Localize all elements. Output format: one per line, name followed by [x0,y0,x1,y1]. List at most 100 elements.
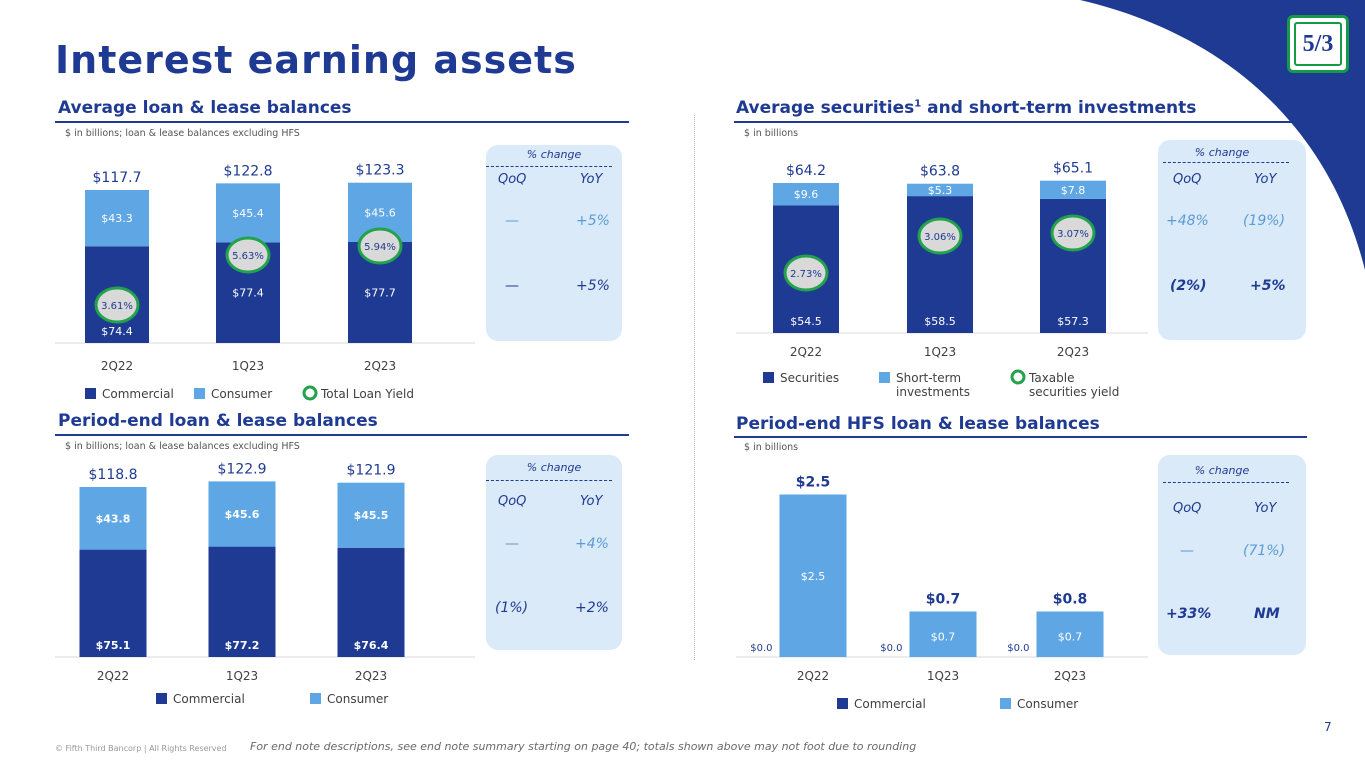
pe-loans-pct-panel [486,455,622,650]
avg-loans-pct-panel [486,145,622,341]
pe_loans-bar-consumer-1 [208,481,276,547]
avg_securities-label-s0-2: $57.3 [1057,315,1089,328]
pe-hfs-pct-dash [1163,482,1289,483]
pe-hfs-qoq-1: — [1180,543,1194,559]
avg_loans-label-s0-0: $74.4 [101,325,133,338]
pe_loans-label-s0-2: $76.4 [354,639,389,652]
pe_hfs-total-2: $0.8 [1053,592,1088,608]
avg-securities-pct-dash [1163,162,1289,163]
avg-loans-pct-title: % change [526,148,582,161]
avg_loans-bar-consumer-1 [216,183,280,243]
avg_securities-category-1: 1Q23 [924,345,956,359]
avg_securities-yield-label-1: 3.06% [924,232,956,243]
pe_hfs-bar-consumer-0 [779,494,847,657]
avg_securities-yield-marker-0 [783,254,829,292]
avg_securities-bar-short-term-investments-2 [1040,180,1106,199]
avg_loans-total-2: $123.3 [356,163,405,179]
avg_securities-label-s0-0: $54.5 [790,315,822,328]
pe_hfs-label-s0-1: $0.0 [880,643,902,654]
avg_loans-label-s0-1: $77.4 [232,287,264,300]
pe_loans-legend-label-1: Consumer [327,692,388,706]
avg-securities-yoy-1: (19%) [1243,213,1286,229]
avg-securities-qoq-1: +48% [1166,213,1209,229]
avg_securities-legend-swatch-0 [763,372,774,383]
pe_loans-total-1: $122.9 [218,461,267,477]
pe_hfs-category-2: 2Q23 [1054,669,1086,683]
avg_securities-legend-swatch-1 [879,372,890,383]
avg-loans-qoq-1: — [505,213,519,229]
avg-securities-qoq-2: (2%) [1170,278,1207,294]
pe_loans-label-s1-0: $43.8 [96,512,131,525]
avg_securities-label-s1-1: $5.3 [928,184,953,197]
avg_securities-bar-short-term-investments-0 [773,183,839,206]
pe_hfs-legend-swatch-0 [837,698,848,709]
avg_securities-legend-label-2: Taxable securities yield [1028,371,1119,399]
pe-hfs-qoq-2: +33% [1166,606,1212,622]
avg-securities-title-main: Average securities [736,98,915,118]
pe_loans-label-s1-1: $45.6 [225,508,260,521]
avg-loans-pct-dash [486,166,612,167]
avg_loans-label-s1-1: $45.4 [232,207,264,220]
avg_securities-legend-label-1-line-1: investments [896,385,970,399]
avg-securities-title-rest: and short-term investments [921,98,1197,118]
footer-note: For end note descriptions, see end note … [250,740,917,753]
avg_securities-yield-marker-1 [917,217,963,255]
avg_securities-label-s1-0: $9.6 [794,188,819,201]
pe_loans-bar-commercial-0 [79,549,147,657]
pe_loans-bar-consumer-0 [79,486,147,550]
pe_hfs-label-s1-1: $0.7 [931,630,956,643]
avg_loans-bar-consumer-0 [85,189,149,247]
pe-hfs-rule [734,436,1307,438]
avg_securities-legend-swatch-2 [1010,369,1026,385]
avg-loans-subtitle: $ in billions; loan & lease balances exc… [65,128,300,139]
avg_loans-legend-label-0: Commercial [102,387,174,401]
footer-copyright: © Fifth Third Bancorp | All Rights Reser… [55,744,227,753]
avg-securities-qoq-label: QoQ [1173,172,1202,187]
pe_loans-bar-commercial-2 [337,547,405,657]
avg_securities-category-2: 2Q23 [1057,345,1089,359]
avg_securities-label-s0-1: $58.5 [924,315,956,328]
pe_loans-label-s0-1: $77.2 [225,639,260,652]
pe_loans-total-0: $118.8 [89,467,138,483]
pe-hfs-pct-panel [1158,455,1306,655]
avg_loans-yield-label-1: 5.63% [232,251,264,262]
pe-loans-title: Period-end loan & lease balances [58,411,378,431]
avg_loans-total-0: $117.7 [93,170,142,186]
pe_loans-category-1: 1Q23 [226,669,258,683]
pe-hfs-title: Period-end HFS loan & lease balances [736,414,1100,434]
pe-hfs-yoy-2: NM [1254,606,1280,622]
pe-loans-yoy-2: +2% [575,600,609,616]
pe_hfs-bar-consumer-2 [1036,611,1104,657]
pe_hfs-label-s0-2: $0.0 [1007,643,1029,654]
avg-loans-rule [55,121,629,123]
page-title: Interest earning assets [55,38,577,82]
pe_hfs-bar-consumer-1 [909,611,977,657]
pe_loans-bar-consumer-2 [337,482,405,548]
avg_loans-yield-label-0: 3.61% [101,301,133,312]
pe-loans-pct-dash [486,480,612,481]
avg_securities-total-0: $64.2 [786,163,826,179]
avg_loans-total-1: $122.8 [224,163,273,179]
avg_loans-yield-label-2: 5.94% [364,242,396,253]
pe-loans-qoq-2: (1%) [495,600,529,616]
pe-loans-pct-title: % change [526,461,582,474]
avg-securities-title: Average securities1 and short-term inves… [736,98,1196,118]
pe_hfs-label-s0-0: $0.0 [750,643,772,654]
pe_hfs-legend-swatch-1 [1000,698,1011,709]
avg_securities-total-1: $63.8 [920,164,960,180]
pe_hfs-total-1: $0.7 [926,592,961,608]
avg_loans-legend-label-2: Total Loan Yield [320,387,414,401]
avg-loans-yoy-label: YoY [580,172,603,187]
pe_loans-legend-label-0: Commercial [173,692,245,706]
avg-securities-title-footnote: 1 [914,98,922,110]
pe-loans-subtitle: $ in billions; loan & lease balances exc… [65,441,300,452]
pe_hfs-legend-label-0: Commercial [854,697,926,711]
avg_loans-label-s0-2: $77.7 [364,286,396,299]
logo-mark: 5/3 [1294,22,1342,66]
avg_loans-legend-swatch-0 [85,388,96,399]
avg_loans-legend-swatch-1 [194,388,205,399]
pe_loans-label-s0-0: $75.1 [96,639,131,652]
pe_loans-legend-swatch-0 [156,693,167,704]
avg-securities-yoy-2: +5% [1250,278,1286,294]
